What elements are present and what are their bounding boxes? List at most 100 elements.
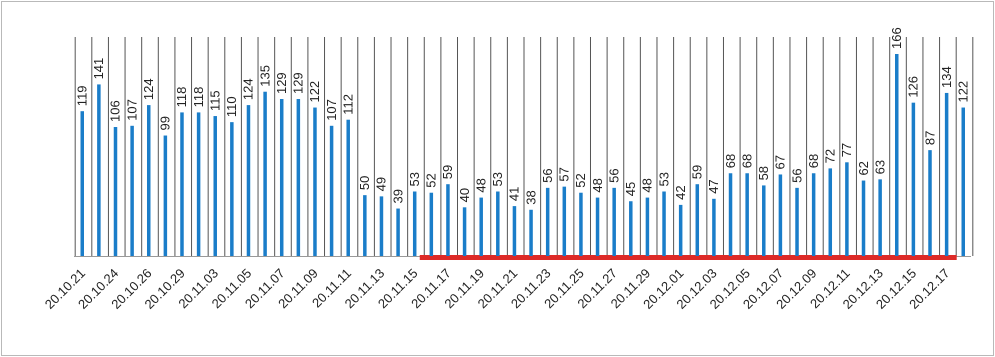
data-label: 53 [656, 172, 671, 186]
data-label: 56 [606, 168, 621, 182]
data-label: 118 [174, 87, 189, 108]
bar [861, 180, 866, 256]
bar [895, 54, 899, 256]
data-label: 87 [922, 131, 937, 145]
bar [429, 192, 434, 256]
bar [612, 187, 616, 256]
data-label: 68 [723, 154, 738, 168]
bar [230, 122, 234, 256]
data-label: 49 [374, 177, 389, 191]
bar [113, 127, 118, 256]
bar [246, 105, 251, 257]
data-label: 124 [241, 78, 256, 100]
data-label: 115 [207, 90, 222, 111]
data-label: 107 [124, 99, 139, 121]
bar [180, 112, 184, 256]
bar [346, 119, 350, 256]
data-label: 59 [690, 165, 705, 179]
bar [396, 208, 400, 256]
data-label: 129 [291, 72, 306, 94]
bar [545, 187, 550, 256]
bar [678, 204, 683, 256]
data-label: 129 [274, 72, 289, 94]
bar [213, 116, 217, 256]
data-label: 122 [307, 81, 322, 103]
bar [762, 185, 766, 256]
bar [944, 92, 949, 256]
data-label: 56 [789, 168, 804, 182]
bar [562, 186, 567, 256]
data-label: 68 [739, 154, 754, 168]
data-label: 107 [324, 99, 339, 121]
vertical-gridlines [74, 37, 974, 256]
bar [479, 197, 483, 256]
data-label: 47 [706, 179, 721, 193]
data-label: 135 [257, 65, 272, 87]
data-label: 40 [457, 188, 472, 202]
data-label: 39 [390, 189, 405, 203]
data-label: 45 [623, 182, 638, 196]
bar [961, 107, 965, 256]
data-label: 68 [806, 154, 821, 168]
bar [446, 184, 450, 256]
bar [263, 91, 267, 256]
bar [80, 111, 84, 256]
bar [645, 197, 650, 256]
data-label: 59 [440, 165, 455, 179]
bar [878, 179, 882, 256]
data-label: 52 [424, 173, 439, 187]
bar [811, 173, 816, 256]
bar [296, 99, 301, 256]
data-label: 99 [158, 116, 173, 130]
bar [496, 191, 500, 256]
bar [363, 195, 367, 256]
bar [795, 187, 799, 256]
data-label: 141 [91, 58, 106, 80]
data-label: 56 [540, 168, 555, 182]
data-label: 57 [557, 167, 572, 181]
data-label: 48 [640, 178, 655, 192]
bar [329, 125, 334, 256]
bar [196, 112, 201, 256]
data-label: 126 [906, 76, 921, 98]
bar [845, 162, 849, 256]
bar [130, 125, 134, 256]
data-label: 166 [889, 27, 904, 49]
bar [778, 174, 783, 256]
data-label: 72 [823, 149, 838, 163]
bar [695, 184, 700, 256]
data-label: 53 [490, 172, 505, 186]
data-label: 48 [590, 178, 605, 192]
bars [80, 54, 965, 257]
data-label: 124 [141, 78, 156, 100]
data-label: 42 [673, 185, 688, 199]
data-label: 112 [340, 94, 355, 115]
data-label: 53 [407, 172, 422, 186]
data-label: 119 [75, 85, 90, 106]
bar [595, 197, 600, 256]
bar [911, 102, 916, 256]
data-label: 52 [573, 173, 588, 187]
bar [579, 192, 583, 256]
data-label: 38 [523, 190, 538, 204]
data-label: 110 [224, 96, 239, 117]
data-label: 106 [108, 100, 123, 122]
bar [146, 105, 151, 257]
data-label: 134 [939, 66, 954, 88]
data-label: 58 [756, 166, 771, 180]
data-label: 67 [773, 155, 788, 169]
bar [745, 173, 749, 256]
bar [462, 207, 467, 256]
bar [279, 99, 284, 256]
data-label: 48 [473, 178, 488, 192]
bar [629, 201, 633, 256]
bar [97, 84, 101, 256]
data-label: 122 [956, 81, 971, 103]
bar [313, 107, 317, 256]
bar [529, 209, 533, 256]
bar [379, 196, 384, 256]
bar [928, 150, 932, 256]
bar [512, 206, 517, 256]
data-label: 118 [191, 87, 206, 108]
